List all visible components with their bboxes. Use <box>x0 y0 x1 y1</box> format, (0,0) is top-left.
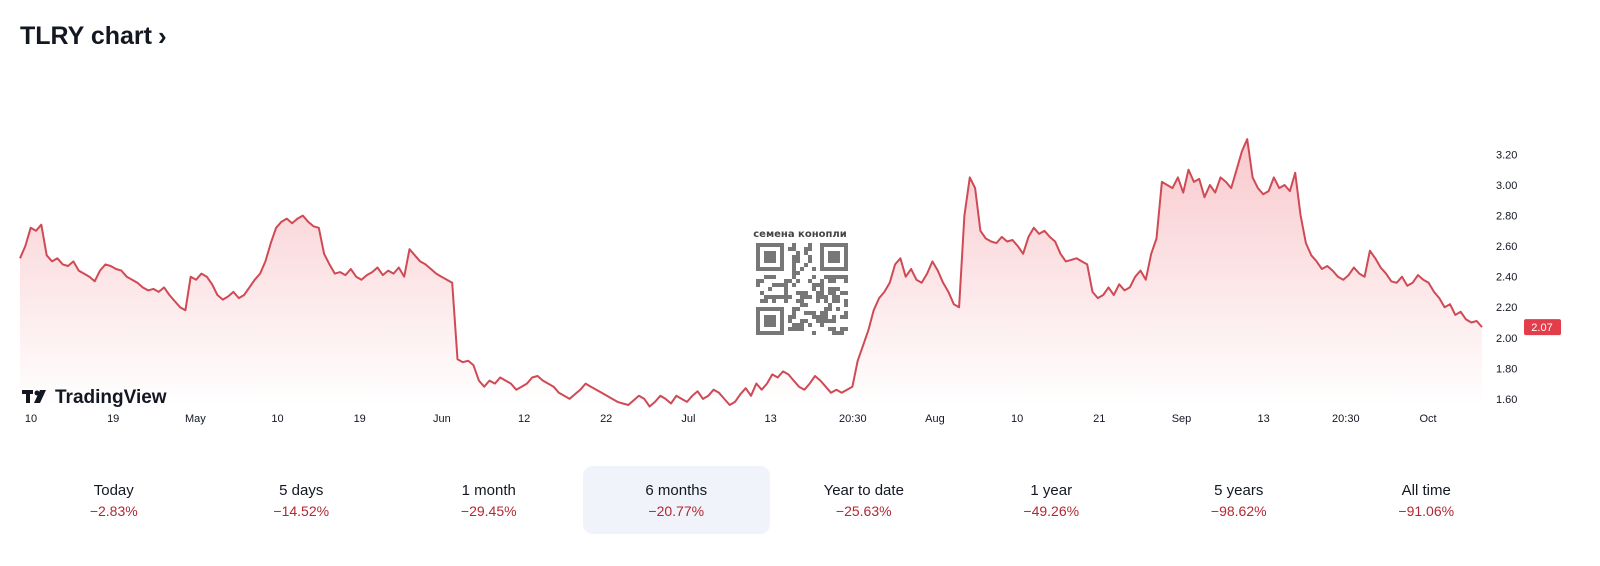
y-tick-label: 2.80 <box>1496 211 1517 223</box>
x-tick-label: 12 <box>518 413 530 425</box>
period-change: −49.26% <box>1023 502 1080 519</box>
period-all-time[interactable]: All time −91.06% <box>1333 466 1521 534</box>
x-tick-label: 19 <box>354 413 366 425</box>
x-tick-label: 13 <box>764 413 776 425</box>
y-tick-label: 3.00 <box>1496 180 1517 192</box>
period-label: All time <box>1401 481 1451 499</box>
period-label: 1 month <box>461 481 516 499</box>
x-tick-label: Aug <box>925 413 945 425</box>
x-tick-label: 10 <box>25 413 37 425</box>
period-today[interactable]: Today −2.83% <box>20 466 208 534</box>
period-change: −91.06% <box>1398 502 1455 519</box>
period-label: Today <box>93 481 134 499</box>
period-1-month[interactable]: 1 month −29.45% <box>395 466 583 534</box>
period-change: −29.45% <box>460 502 517 519</box>
y-tick-label: 2.60 <box>1496 241 1517 253</box>
x-tick-label: 10 <box>1011 413 1023 425</box>
chevron-right-icon: › <box>157 20 167 51</box>
price-line <box>19 138 1483 408</box>
period-5-days[interactable]: 5 days −14.52% <box>208 466 396 534</box>
chart-area-layer <box>19 138 1483 408</box>
price-chart[interactable]: 3.203.002.802.602.402.202.001.801.60 10 1… <box>0 0 1600 440</box>
period-change: −14.52% <box>273 502 330 519</box>
x-tick-label: 20:30 <box>839 413 867 425</box>
period-selector: Today −2.83% 5 days −14.52% 1 month −29.… <box>20 466 1520 534</box>
y-tick-label: 2.20 <box>1496 302 1517 314</box>
y-axis: 3.20 3.00 2.80 2.60 2.40 2.20 2.00 1.80 1.60 <box>1496 149 1517 406</box>
y-tick-label: 2.00 <box>1496 333 1517 345</box>
period-label: 5 days <box>279 481 324 499</box>
x-tick-label: 19 <box>107 413 119 425</box>
chart-title-link[interactable]: TLRY chart › <box>20 22 167 51</box>
period-6-months[interactable]: 6 months −20.77% <box>582 466 770 534</box>
x-tick-label: 21 <box>1093 413 1105 425</box>
x-tick-label: 13 <box>1257 413 1269 425</box>
tradingview-logo-text: TradingView <box>55 387 167 408</box>
x-tick-label: Oct <box>1419 413 1436 425</box>
x-tick-label: 10 <box>271 413 283 425</box>
watermark: семена конопли <box>753 229 848 335</box>
period-label: 1 year <box>1030 481 1073 499</box>
y-tick-label: 1.60 <box>1496 394 1517 406</box>
x-tick-label: 20:30 <box>1332 413 1360 425</box>
period-change: −98.62% <box>1210 502 1267 519</box>
x-tick-label: Sep <box>1172 413 1192 425</box>
x-axis: 10 19 May 10 19 Jun 12 22 Jul 13 20:30 Aug 10 21 Sep 13… <box>25 413 1437 425</box>
x-tick-label: May <box>185 413 206 425</box>
period-1-year[interactable]: 1 year −49.26% <box>958 466 1146 534</box>
period-year-to-date[interactable]: Year to date −25.63% <box>770 466 958 534</box>
y-tick-label: 2.40 <box>1496 272 1517 284</box>
period-change: −2.83% <box>89 502 138 519</box>
current-price-label: 2.07 <box>1531 322 1552 334</box>
period-change: −20.77% <box>648 502 705 519</box>
period-label: 5 years <box>1214 481 1264 499</box>
tradingview-logo[interactable]: TradingView <box>22 387 167 408</box>
page-title: TLRY chart <box>20 22 152 50</box>
x-tick-label: 22 <box>600 413 612 425</box>
tradingview-logo-icon <box>22 390 46 403</box>
period-5-years[interactable]: 5 years −98.62% <box>1145 466 1333 534</box>
period-label: 6 months <box>645 481 708 499</box>
current-price-tag: 2.07 <box>1524 319 1561 336</box>
x-tick-label: Jun <box>433 413 451 425</box>
watermark-text: семена конопли <box>753 229 846 240</box>
y-tick-label: 3.20 <box>1496 149 1517 161</box>
period-label: Year to date <box>823 481 904 499</box>
qr-code-icon <box>756 243 848 335</box>
period-change: −25.63% <box>835 502 892 519</box>
y-tick-label: 1.80 <box>1496 363 1517 375</box>
x-tick-label: Jul <box>681 413 695 425</box>
price-area-fill <box>20 139 1482 407</box>
